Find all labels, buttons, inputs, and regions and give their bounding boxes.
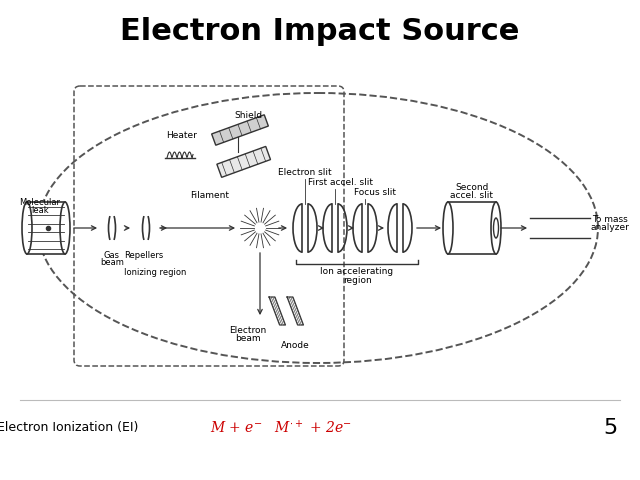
Text: Anode: Anode	[280, 341, 309, 350]
Text: M + e$^{-}$   M$^{\cdot+}$ + 2e$^{-}$: M + e$^{-}$ M$^{\cdot+}$ + 2e$^{-}$	[210, 420, 351, 437]
Text: beam: beam	[235, 334, 261, 343]
Text: analyzer: analyzer	[591, 223, 629, 232]
Text: Second: Second	[455, 183, 489, 192]
Bar	[448, 202, 496, 254]
Bar	[27, 202, 65, 254]
Text: Shield: Shield	[234, 111, 262, 120]
Text: First accel. slit: First accel. slit	[307, 178, 372, 187]
Text: region: region	[342, 276, 371, 285]
Text: Electron Ionization (EI): Electron Ionization (EI)	[0, 421, 139, 434]
Text: Ionizing region: Ionizing region	[124, 268, 186, 277]
Ellipse shape	[443, 202, 453, 254]
Polygon shape	[212, 115, 268, 145]
Text: Molecular: Molecular	[19, 198, 61, 207]
Ellipse shape	[491, 202, 501, 254]
Text: 5: 5	[603, 418, 617, 438]
Text: Ion accelerating: Ion accelerating	[321, 267, 394, 276]
Text: beam: beam	[100, 258, 124, 267]
Polygon shape	[217, 146, 271, 177]
Text: Electron slit: Electron slit	[278, 168, 332, 177]
Text: Heater: Heater	[166, 131, 197, 140]
Ellipse shape	[22, 202, 32, 254]
Text: To mass: To mass	[592, 215, 628, 224]
Text: Repellers: Repellers	[124, 251, 164, 260]
Ellipse shape	[60, 202, 70, 254]
Ellipse shape	[493, 218, 499, 238]
Text: Electron Impact Source: Electron Impact Source	[120, 17, 520, 47]
Text: Gas: Gas	[104, 251, 120, 260]
Text: leak: leak	[31, 206, 49, 215]
Text: Focus slit: Focus slit	[354, 188, 396, 197]
Text: Filament: Filament	[191, 191, 230, 200]
Text: Electron: Electron	[229, 326, 267, 335]
Text: accel. slit: accel. slit	[451, 191, 493, 200]
